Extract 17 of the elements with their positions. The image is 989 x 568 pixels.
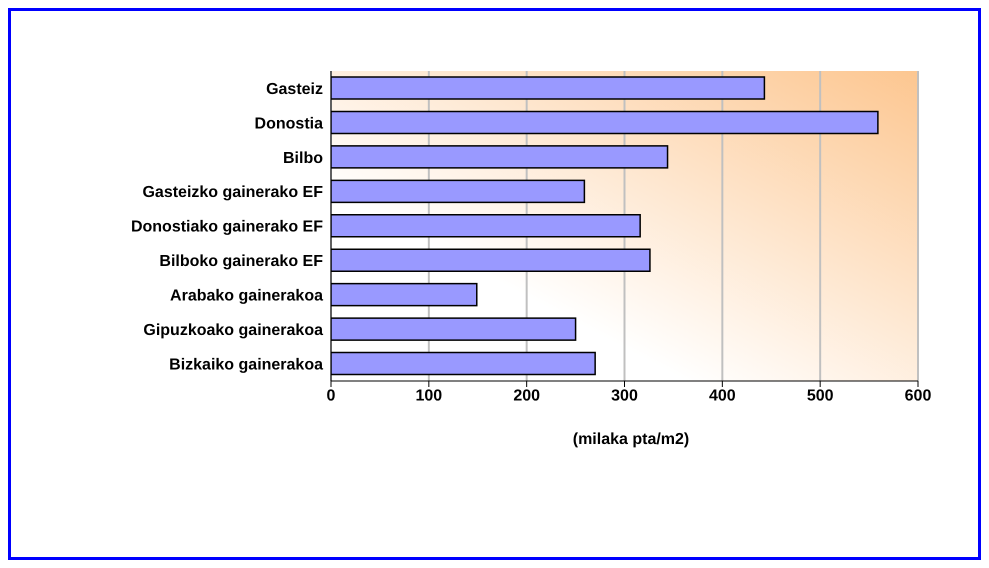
x-tick-label: 0 — [326, 387, 336, 404]
y-tick-label: Gasteizko gainerako EF — [142, 184, 324, 202]
y-tick-label: Bilboko gainerako EF — [159, 253, 324, 270]
y-tick-label: Donostia — [254, 115, 324, 132]
y-tick-label: Gasteiz — [266, 80, 323, 98]
y-tick-label: Bizkaiko gainerakoa — [169, 356, 324, 374]
x-tick-label: 600 — [904, 387, 932, 404]
y-tick-label: Bilbo — [283, 150, 324, 167]
x-tick-label: 500 — [806, 387, 834, 404]
x-tick-label: 200 — [513, 387, 540, 404]
y-tick-label: Gipuzkoako gainerakoa — [143, 322, 324, 340]
y-tick-label: Donostiako gainerako EF — [130, 218, 324, 236]
x-tick-label: 300 — [611, 387, 638, 404]
y-tick-label: Arabako gainerakoa — [170, 288, 324, 305]
x-tick-label: 400 — [708, 387, 736, 404]
x-axis-title: (milaka pta/m2) — [572, 431, 690, 449]
x-tick-label: 100 — [415, 387, 442, 404]
